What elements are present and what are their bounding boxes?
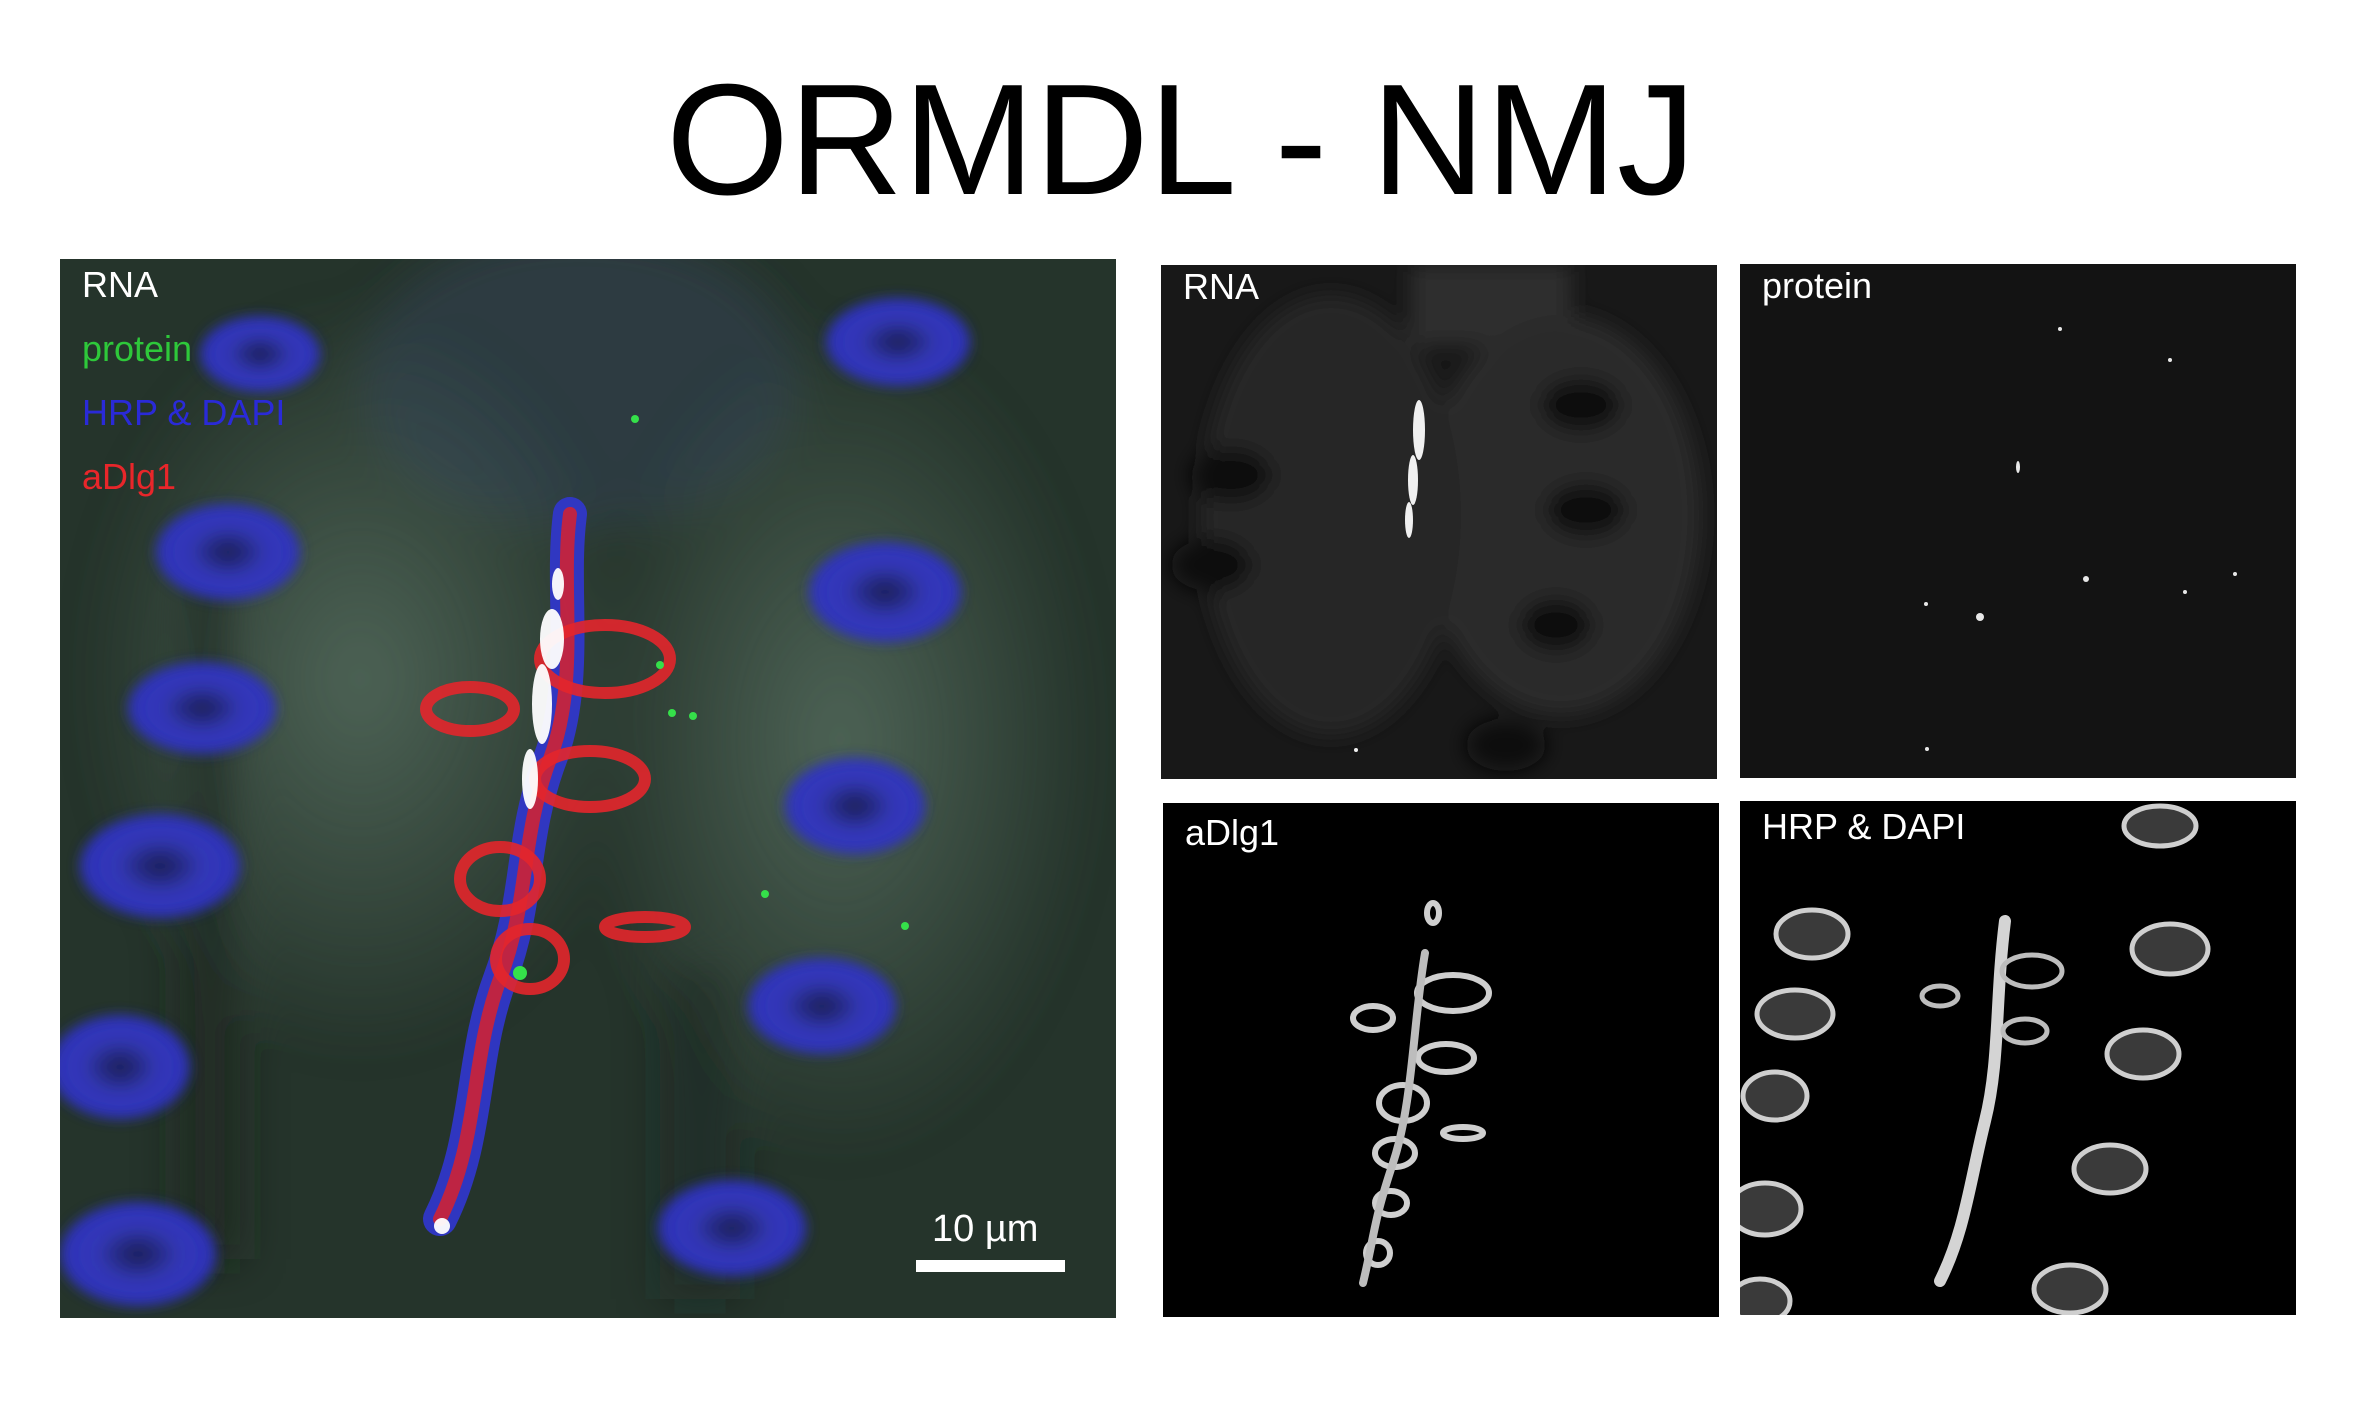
- hrp-dapi-channel-label: HRP & DAPI: [1762, 806, 1966, 847]
- scale-bar-label: 10 µm: [932, 1208, 1039, 1250]
- rna-channel-label: RNA: [1183, 266, 1260, 307]
- protein-channel-panel: protein: [1740, 264, 2296, 778]
- adlg1-channel-panel: aDlg1: [1163, 803, 1719, 1317]
- hrp-dapi-channel-image: [1740, 801, 2296, 1315]
- rna-channel-image: [1161, 265, 1717, 779]
- legend-hrp-dapi: HRP & DAPI: [82, 392, 286, 433]
- merged-micrograph-image: [60, 259, 1116, 1318]
- scale-bar: [916, 1260, 1065, 1272]
- protein-channel-image: [1740, 264, 2296, 778]
- adlg1-channel-label: aDlg1: [1185, 812, 1280, 853]
- hrp-dapi-channel-panel: HRP & DAPI: [1740, 801, 2296, 1315]
- rna-channel-panel: RNA: [1161, 265, 1717, 779]
- adlg1-channel-image: [1163, 803, 1719, 1317]
- protein-channel-label: protein: [1762, 265, 1873, 306]
- legend-adlg1: aDlg1: [82, 456, 177, 497]
- figure-title: ORMDL - NMJ: [666, 52, 1696, 228]
- legend-protein: protein: [82, 328, 193, 369]
- merged-micrograph-panel: RNA protein HRP & DAPI aDlg1 10 µm: [60, 259, 1116, 1318]
- legend-rna: RNA: [82, 264, 159, 305]
